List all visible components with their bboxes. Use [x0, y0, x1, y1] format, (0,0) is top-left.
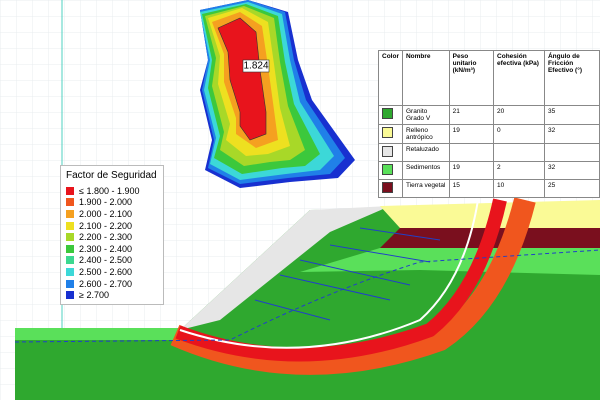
column-header: Peso unitario (kN/m³): [448, 50, 495, 106]
legend-swatch: [66, 267, 74, 276]
legend-swatch: [66, 186, 74, 195]
legend-label: 2.500 - 2.600: [79, 266, 133, 277]
material-swatch: [382, 108, 393, 119]
table-row: Tierra vegetal 15 10 25: [378, 179, 600, 198]
contour-plot: [200, 0, 355, 188]
material-name: Relleno antrópico: [401, 124, 450, 144]
legend-item: ≤ 1.800 - 1.900: [66, 185, 158, 197]
material-name: Granito Grado V: [401, 105, 450, 125]
legend-swatch: [66, 279, 74, 288]
empty-cell: [448, 143, 495, 162]
legend-label: ≤ 1.800 - 1.900: [79, 185, 140, 196]
legend-swatch: [66, 233, 74, 242]
property-value: 32: [543, 124, 600, 144]
legend-swatch: [66, 291, 74, 300]
empty-cell: [543, 143, 600, 162]
legend-label: ≥ 2.700: [79, 290, 109, 301]
legend: Factor de Seguridad ≤ 1.800 - 1.900 1.900…: [60, 165, 164, 305]
property-value: 19: [448, 124, 495, 144]
property-value: 20: [493, 105, 545, 125]
column-header: Color: [378, 50, 403, 106]
property-value: 10: [493, 179, 545, 198]
material-name: Tierra vegetal: [401, 179, 450, 198]
legend-label: 2.000 - 2.100: [79, 208, 133, 219]
material-table: Color Nombre Peso unitario (kN/m³) Cohesión…: [378, 50, 600, 198]
slope-model: [14, 197, 600, 400]
property-value: 19: [448, 161, 495, 180]
table-row: Granito Grado V 21 20 35: [378, 105, 600, 125]
property-value: 15: [448, 179, 495, 198]
material-swatch: [382, 164, 393, 175]
legend-label: 2.300 - 2.400: [79, 243, 133, 254]
property-value: 35: [543, 105, 600, 125]
legend-item: 2.300 - 2.400: [66, 243, 158, 255]
property-value: 25: [543, 179, 600, 198]
legend-item: 2.000 - 2.100: [66, 208, 158, 220]
legend-swatch: [66, 198, 74, 207]
material-swatch: [382, 146, 393, 157]
legend-label: 2.100 - 2.200: [79, 220, 133, 231]
column-header: Nombre: [401, 50, 450, 106]
header-row: Color Nombre Peso unitario (kN/m³) Cohesión…: [378, 50, 600, 106]
color-cell: [378, 179, 403, 198]
result-box: [242, 59, 270, 73]
legend-swatch: [66, 221, 74, 230]
legend-title: Factor de Seguridad: [66, 170, 157, 181]
material-swatch: [382, 127, 393, 138]
color-cell: [378, 143, 403, 162]
property-value: 0: [493, 124, 545, 144]
column-header: Ángulo de Fricción Efectivo (°): [543, 50, 600, 106]
color-cell: [378, 105, 403, 125]
legend-item: 1.900 - 2.000: [66, 197, 158, 209]
legend-item: 2.500 - 2.600: [66, 266, 158, 278]
table-row: Retaluzado: [378, 143, 600, 162]
legend-item: 2.100 - 2.200: [66, 220, 158, 232]
legend-label: 2.600 - 2.700: [79, 278, 133, 289]
legend-label: 2.200 - 2.300: [79, 232, 133, 243]
column-header: Cohesión efectiva (kPa): [493, 50, 545, 106]
material-name: Sedimentos: [401, 161, 450, 180]
color-cell: [378, 161, 403, 180]
legend-item: ≥ 2.700: [66, 289, 158, 301]
property-value: 2: [493, 161, 545, 180]
legend-label: 1.900 - 2.000: [79, 197, 133, 208]
legend-item: 2.600 - 2.700: [66, 278, 158, 290]
property-value: 32: [543, 161, 600, 180]
color-cell: [378, 124, 403, 144]
safety-factor: 1.824: [243, 61, 268, 72]
table-row: Sedimentos 19 2 32: [378, 161, 600, 180]
property-value: 21: [448, 105, 495, 125]
table-row: Relleno antrópico 19 0 32: [378, 124, 600, 144]
legend-item: 2.200 - 2.300: [66, 231, 158, 243]
material-swatch: [382, 182, 393, 193]
material-name: Retaluzado: [401, 143, 450, 162]
legend-swatch: [66, 209, 74, 218]
legend-item: 2.400 - 2.500: [66, 255, 158, 267]
legend-label: 2.400 - 2.500: [79, 255, 133, 266]
legend-swatch: [66, 244, 74, 253]
legend-swatch: [66, 256, 74, 265]
empty-cell: [493, 143, 545, 162]
